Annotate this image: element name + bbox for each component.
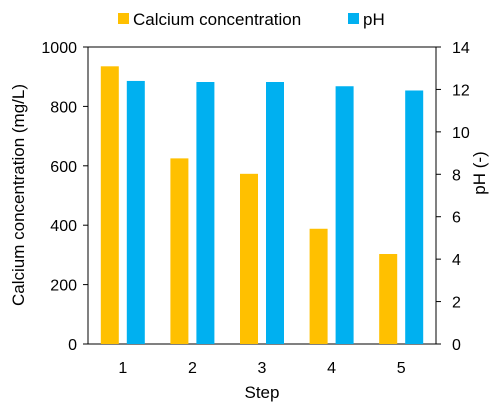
x-axis-ticks: 1 2 3 4 5 xyxy=(118,360,405,377)
right-tick-label: 12 xyxy=(452,82,470,99)
right-axis-ticks: 0 2 4 6 8 10 12 14 xyxy=(436,40,470,354)
bar-calcium-step-4 xyxy=(309,228,328,344)
legend-label-calcium: Calcium concentration xyxy=(133,10,301,29)
left-tick-label: 0 xyxy=(68,337,77,354)
x-tick-label: 5 xyxy=(397,360,406,377)
x-tick-label: 2 xyxy=(188,360,197,377)
right-tick-label: 4 xyxy=(452,252,461,269)
right-tick-label: 14 xyxy=(452,40,470,57)
plot-area xyxy=(87,46,437,345)
bar-ph-step-4 xyxy=(335,86,354,344)
bar-ph-step-1 xyxy=(126,80,145,344)
bar-calcium-step-2 xyxy=(170,158,189,344)
x-tick-label: 1 xyxy=(118,360,127,377)
x-tick-label: 4 xyxy=(327,360,336,377)
left-tick-label: 800 xyxy=(50,99,77,116)
legend-swatch-ph xyxy=(348,13,359,24)
left-tick-label: 400 xyxy=(50,218,77,235)
right-tick-label: 10 xyxy=(452,125,470,142)
right-tick-label: 0 xyxy=(452,337,461,354)
bar-calcium-step-5 xyxy=(379,254,398,344)
bars xyxy=(100,66,424,345)
bar-ph-step-2 xyxy=(196,82,215,344)
right-axis-title: pH (-) xyxy=(470,151,489,194)
left-axis-title: Calcium concentration (mg/L) xyxy=(9,84,28,306)
right-tick-label: 6 xyxy=(452,210,461,227)
x-axis-title: Step xyxy=(245,383,280,402)
right-tick-label: 8 xyxy=(452,167,461,184)
bar-ph-step-3 xyxy=(266,82,284,344)
left-tick-label: 600 xyxy=(50,159,77,176)
right-tick-label: 2 xyxy=(452,295,461,312)
legend-swatch-calcium xyxy=(118,13,129,24)
bar-ph-step-5 xyxy=(405,90,424,344)
left-tick-label: 1000 xyxy=(41,40,77,57)
left-tick-label: 200 xyxy=(50,278,77,295)
left-axis-ticks: 0 200 400 600 800 1000 xyxy=(41,40,88,354)
bar-calcium-step-1 xyxy=(100,66,119,345)
x-tick-label: 3 xyxy=(258,360,267,377)
legend-label-ph: pH xyxy=(363,10,385,29)
bar-calcium-step-3 xyxy=(240,173,258,344)
legend: Calcium concentration pH xyxy=(118,10,385,29)
